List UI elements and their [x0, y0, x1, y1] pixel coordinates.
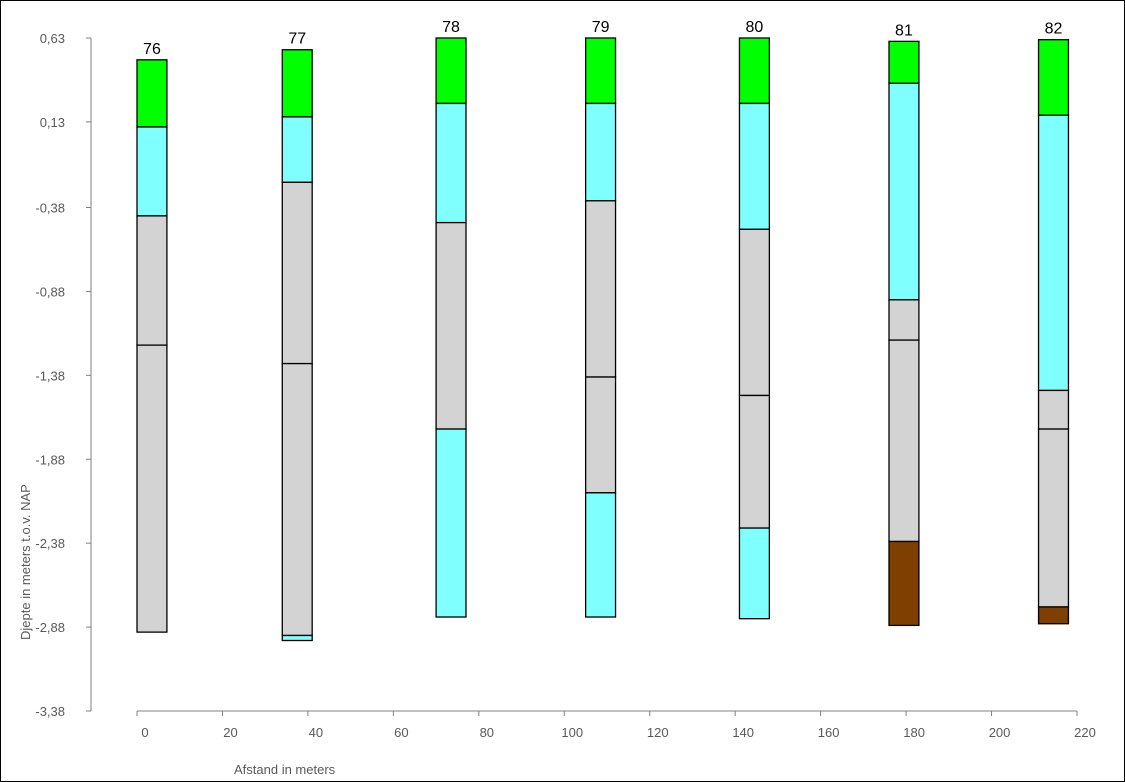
borehole-columns: [136, 37, 1070, 642]
x-tick-label: 0: [141, 725, 148, 740]
layer-gray-bore-81: [888, 339, 920, 543]
layer-gray-bore-77: [281, 362, 313, 637]
layer-green-bore-77: [281, 49, 313, 118]
y-tick-label: -3,38: [35, 704, 65, 719]
layer-gray-bore-82: [1037, 389, 1070, 430]
layer-cyan-bore-80: [738, 102, 771, 230]
x-tick-label: 100: [561, 725, 583, 740]
layer-green-bore-79: [584, 37, 617, 105]
layer-cyan-bore-81: [888, 82, 920, 301]
y-tick-label: -1,38: [35, 368, 65, 383]
x-tick-label: 140: [732, 725, 754, 740]
layer-green-bore-81: [888, 40, 920, 84]
layer-green-bore-78: [435, 37, 467, 105]
borehole-label-78: 78: [442, 19, 460, 36]
y-tick-label: -0,38: [35, 201, 65, 216]
layer-green-bore-76: [136, 59, 168, 128]
layer-cyan-bore-76: [136, 126, 168, 217]
borehole-label-77: 77: [288, 31, 306, 48]
layer-gray-bore-81: [888, 299, 920, 341]
layer-gray-bore-82: [1037, 428, 1070, 608]
borehole-labels: 76 77 78 79 80 81 82: [143, 19, 1062, 58]
x-tick-label: 200: [989, 725, 1011, 740]
x-tick-label: 20: [223, 725, 237, 740]
x-tick-label: 60: [394, 725, 408, 740]
x-axis-title: Afstand in meters: [234, 762, 336, 777]
layer-gray-bore-76: [136, 215, 168, 346]
layer-cyan-bore-77: [281, 116, 313, 183]
x-tick-label: 40: [309, 725, 323, 740]
layer-green-bore-80: [738, 37, 771, 105]
y-tick-label: -2,88: [35, 620, 65, 635]
x-tick-label: 180: [903, 725, 925, 740]
layer-gray-bore-76: [136, 344, 168, 633]
layer-gray-bore-80: [738, 394, 771, 529]
layer-gray-bore-79: [584, 200, 617, 378]
borehole-label-80: 80: [746, 19, 764, 36]
y-axis-title: Djepte in meters t.o.v. NAP: [18, 484, 33, 640]
layer-cyan-bore-80: [738, 527, 771, 620]
layer-brown-bore-81: [888, 540, 920, 627]
layer-gray-bore-77: [281, 181, 313, 365]
layer-gray-bore-78: [435, 221, 467, 430]
layer-cyan-bore-78: [435, 428, 467, 618]
layer-cyan-bore-77: [281, 634, 313, 642]
y-tick-label: 0,63: [40, 31, 65, 46]
x-axis: 0 20 40 60 80 100 120 140 160 180 200 220: [136, 710, 1096, 740]
x-tick-label: 160: [818, 725, 840, 740]
layer-gray-bore-80: [738, 228, 771, 397]
layer-cyan-bore-79: [584, 102, 617, 202]
borehole-label-82: 82: [1045, 21, 1063, 38]
borehole-label-81: 81: [895, 22, 913, 39]
x-tick-label: 220: [1074, 725, 1096, 740]
layer-cyan-bore-82: [1037, 114, 1070, 392]
y-tick-label: -0,88: [35, 284, 65, 299]
layer-cyan-bore-78: [435, 102, 467, 224]
layer-cyan-bore-79: [584, 492, 617, 618]
y-tick-label: 0,13: [40, 115, 65, 130]
layer-green-bore-82: [1037, 39, 1070, 116]
y-tick-label: -2,38: [35, 536, 65, 551]
layer-brown-bore-82: [1037, 606, 1070, 625]
borehole-label-76: 76: [143, 41, 161, 58]
y-axis: 0,63 0,13 -0,38 -0,88 -1,38 -1,88 -2,38 -2,88 -3…: [35, 31, 92, 719]
borehole-label-79: 79: [592, 19, 610, 36]
x-tick-label: 120: [647, 725, 669, 740]
x-tick-label: 80: [480, 725, 494, 740]
y-tick-label: -1,88: [35, 452, 65, 467]
layer-gray-bore-79: [584, 376, 617, 494]
